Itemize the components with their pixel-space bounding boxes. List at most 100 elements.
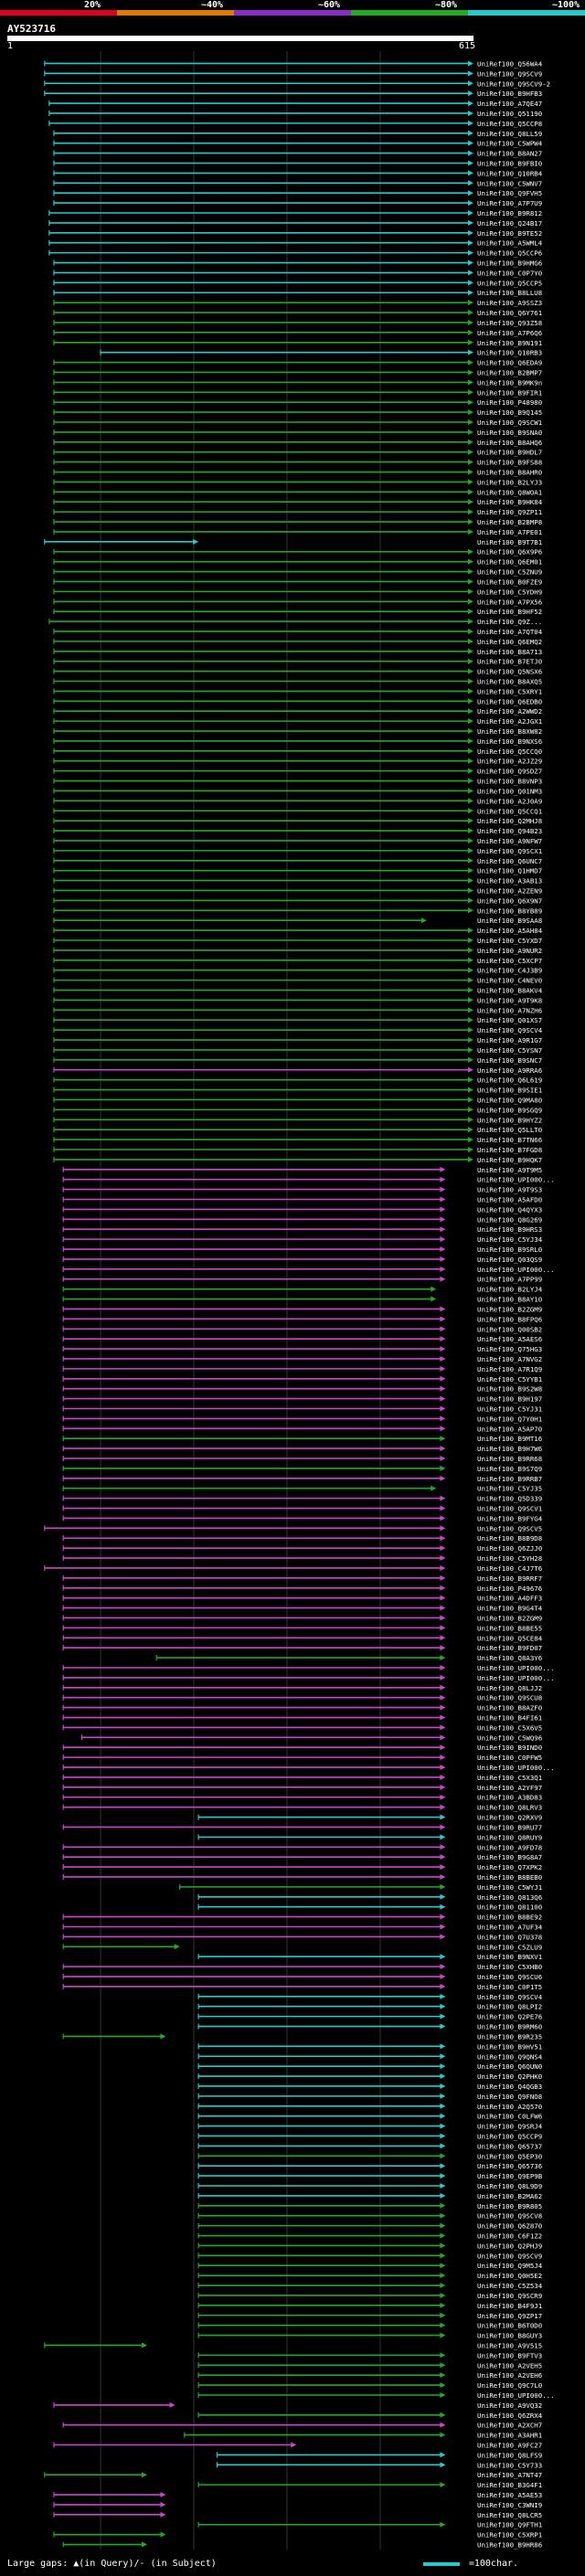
hit-label[interactable]: UniRef100_Q5CCQ0 <box>477 747 542 756</box>
hit-row[interactable]: UniRef100_Q9SCV9 <box>197 2252 542 2260</box>
hit-row[interactable]: UniRef100_C6F1Z2 <box>197 2232 542 2241</box>
hit-row[interactable]: UniRef100_B8BEB0 <box>62 1873 542 1882</box>
hit-row[interactable]: UniRef100_Q65737 <box>197 2142 542 2150</box>
hit-label[interactable]: UniRef100_C5YDH9 <box>477 588 542 596</box>
hit-row[interactable]: UniRef100_C4J3B9 <box>53 967 542 975</box>
hit-label[interactable]: UniRef100_B9HMG6 <box>477 260 542 268</box>
hit-label[interactable]: UniRef100_B8BEB0 <box>477 1873 542 1882</box>
hit-label[interactable]: UniRef100_B8AHR0 <box>477 469 542 477</box>
hit-row[interactable]: UniRef100_B8AN27 <box>53 150 542 158</box>
hit-row[interactable]: UniRef100_C5YJ35 <box>62 1485 542 1493</box>
hit-row[interactable]: UniRef100_C5Y733 <box>216 2461 543 2469</box>
hit-row[interactable]: UniRef100_B9TE52 <box>48 229 542 238</box>
hit-label[interactable]: UniRef100_C5Y733 <box>477 2461 542 2469</box>
hit-label[interactable]: UniRef100_C5YJ34 <box>477 1235 543 1244</box>
hit-label[interactable]: UniRef100_Q2PE76 <box>477 2013 542 2021</box>
hit-label[interactable]: UniRef100_Q5CE84 <box>477 1634 543 1642</box>
hit-row[interactable]: UniRef100_Q9SCW1 <box>53 419 542 427</box>
hit-label[interactable]: UniRef100_B9Q145 <box>477 408 542 417</box>
hit-label[interactable]: UniRef100_Q8LL59 <box>477 130 542 138</box>
hit-row[interactable]: UniRef100_B8BE55 <box>62 1624 542 1632</box>
hit-label[interactable]: UniRef100_C5XRY1 <box>477 687 542 695</box>
hit-row[interactable]: UniRef100_A2Q570 <box>197 2103 542 2111</box>
hit-label[interactable]: UniRef100_A5AE53 <box>477 2491 542 2499</box>
hit-label[interactable]: UniRef100_C3WNI9 <box>477 2501 542 2509</box>
hit-row[interactable]: UniRef100_B8AZF0 <box>62 1704 542 1712</box>
hit-label[interactable]: UniRef100_Q9FVH5 <box>477 189 542 197</box>
hit-label[interactable]: UniRef100_C5YSN7 <box>477 1046 542 1055</box>
hit-label[interactable]: UniRef100_Q2MHJ8 <box>477 817 542 825</box>
hit-row[interactable]: UniRef100_B9Q145 <box>53 408 542 417</box>
hit-label[interactable]: UniRef100_C5YXD7 <box>477 937 542 945</box>
hit-row[interactable]: UniRef100_Q7U378 <box>62 1933 542 1941</box>
hit-label[interactable]: UniRef100_C0LFW6 <box>477 2113 542 2121</box>
hit-row[interactable]: UniRef100_A9NFW7 <box>53 837 542 845</box>
hit-label[interactable]: UniRef100_B9MT16 <box>477 1435 542 1443</box>
hit-row[interactable]: UniRef100_B9FS88 <box>53 459 542 467</box>
hit-row[interactable]: UniRef100_Q6X9P6 <box>53 548 542 557</box>
hit-row[interactable]: UniRef100_B9FTV3 <box>197 2351 542 2359</box>
hit-row[interactable]: UniRef100_C0P1T5 <box>62 1983 542 1991</box>
hit-row[interactable]: UniRef100_Q9SCU8 <box>62 1694 542 1702</box>
hit-label[interactable]: UniRef100_B9MK9n <box>477 378 542 387</box>
hit-label[interactable]: UniRef100_Q6EDB0 <box>477 697 542 705</box>
hit-row[interactable]: UniRef100_A5WML4 <box>48 239 543 248</box>
hit-label[interactable]: UniRef100_A2Q570 <box>477 2103 542 2111</box>
hit-row[interactable]: UniRef100_B9HR86 <box>62 2541 542 2549</box>
hit-row[interactable]: UniRef100_Q813Q6 <box>197 1893 542 1902</box>
hit-label[interactable]: UniRef100_B9SIE1 <box>477 1087 542 1095</box>
hit-label[interactable]: UniRef100_Q8LRV3 <box>477 1804 542 1812</box>
hit-row[interactable]: UniRef100_Q8A3Y6 <box>155 1654 542 1662</box>
hit-label[interactable]: UniRef100_A2ZEN9 <box>477 886 542 895</box>
hit-row[interactable]: UniRef100_C0LFW6 <box>197 2113 542 2121</box>
hit-label[interactable]: UniRef100_Q03QS9 <box>477 1256 542 1264</box>
hit-row[interactable]: UniRef100_B9S2W8 <box>62 1385 542 1394</box>
hit-row[interactable]: UniRef100_B8YB89 <box>53 906 542 915</box>
hit-row[interactable]: UniRef100_B7ETJ0 <box>53 658 542 666</box>
hit-row[interactable]: UniRef100_P48980 <box>53 398 542 407</box>
hit-row[interactable]: UniRef100_A5AP70 <box>62 1425 542 1433</box>
hit-row[interactable]: UniRef100_A7PP99 <box>62 1276 542 1284</box>
hit-row[interactable]: UniRef100_A5AE53 <box>53 2491 542 2499</box>
hit-label[interactable]: UniRef100_A7NZH6 <box>477 1006 542 1014</box>
hit-row[interactable]: UniRef100_A9NUR2 <box>53 947 542 955</box>
hit-label[interactable]: UniRef100_B9IND0 <box>477 1744 542 1752</box>
hit-row[interactable]: UniRef100_Q6ZRX4 <box>197 2412 543 2420</box>
hit-row[interactable]: UniRef100_B9SRL0 <box>62 1246 542 1254</box>
hit-row[interactable]: UniRef100_Q9SCV8 <box>197 2212 542 2221</box>
hit-label[interactable]: UniRef100_B7TN66 <box>477 1136 542 1144</box>
hit-row[interactable]: UniRef100_B4FI61 <box>62 1714 542 1723</box>
hit-label[interactable]: UniRef100_B9TE52 <box>477 229 542 238</box>
hit-row[interactable]: UniRef100_B9RRF7 <box>62 1574 542 1583</box>
hit-row[interactable]: UniRef100_Q9SCX1 <box>53 847 542 855</box>
hit-label[interactable]: UniRef100_B8AXQ5 <box>477 678 542 686</box>
hit-row[interactable]: UniRef100_C5WYJ1 <box>179 1883 543 1892</box>
hit-label[interactable]: UniRef100_B9R235 <box>477 2032 542 2041</box>
hit-row[interactable]: UniRef100_B9HFB3 <box>44 90 542 98</box>
hit-row[interactable]: UniRef100_Q4QGB3 <box>197 2083 542 2091</box>
hit-row[interactable]: UniRef100_Q7XPK2 <box>62 1863 542 1871</box>
hit-row[interactable]: UniRef100_UPI000... <box>197 2391 555 2400</box>
hit-row[interactable]: UniRef100_B2LYJ3 <box>53 478 542 486</box>
hit-label[interactable]: UniRef100_A7R1Q9 <box>477 1365 542 1373</box>
hit-label[interactable]: UniRef100_B9H7W6 <box>477 1445 542 1453</box>
hit-label[interactable]: UniRef100_B9SGQ9 <box>477 1106 542 1114</box>
hit-label[interactable]: UniRef100_Q10RB4 <box>477 169 543 177</box>
hit-row[interactable]: UniRef100_B9FYG4 <box>62 1514 543 1522</box>
hit-label[interactable]: UniRef100_Q2PHK0 <box>477 2072 542 2081</box>
hit-label[interactable]: UniRef100_Q65736 <box>477 2162 542 2170</box>
hit-label[interactable]: UniRef100_A2XCH7 <box>477 2422 542 2430</box>
hit-label[interactable]: UniRef100_Q9SCU8 <box>477 1694 542 1702</box>
hit-row[interactable]: UniRef100_A7NZH6 <box>53 1006 542 1014</box>
hit-row[interactable]: UniRef100_A9R1G7 <box>53 1036 542 1044</box>
hit-row[interactable]: UniRef100_Q8LRV3 <box>62 1804 542 1812</box>
hit-label[interactable]: UniRef100_UPI000... <box>477 1176 555 1184</box>
hit-row[interactable]: UniRef100_Q5CCP9 <box>197 2132 542 2140</box>
hit-label[interactable]: UniRef100_P48980 <box>477 398 542 407</box>
hit-row[interactable]: UniRef100_C5ZLU9 <box>62 1943 542 1951</box>
hit-row[interactable]: UniRef100_B9R235 <box>62 2032 542 2041</box>
hit-row[interactable]: UniRef100_A7P7U9 <box>53 199 542 207</box>
hit-row[interactable]: UniRef100_Q8LJJ2 <box>62 1684 542 1692</box>
hit-label[interactable]: UniRef100_B9FTV3 <box>477 2351 542 2359</box>
hit-label[interactable]: UniRef100_Q9SCV4 <box>477 1026 543 1034</box>
